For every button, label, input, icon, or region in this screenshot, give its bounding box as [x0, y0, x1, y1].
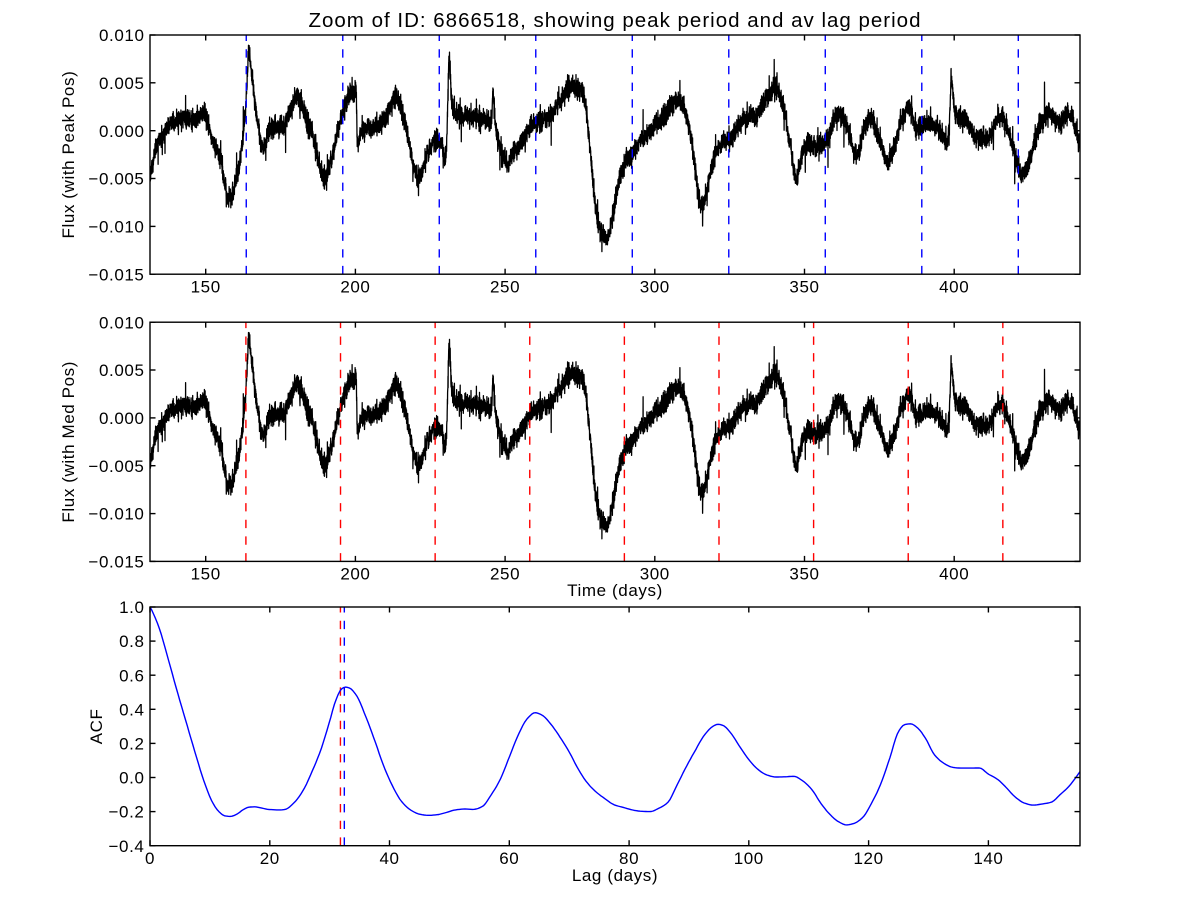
- svg-text:−0.005: −0.005: [88, 457, 144, 476]
- svg-text:200: 200: [340, 278, 370, 297]
- svg-text:40: 40: [379, 849, 399, 868]
- svg-text:300: 300: [640, 278, 670, 297]
- svg-text:150: 150: [191, 278, 221, 297]
- svg-text:−0.2: −0.2: [109, 803, 145, 822]
- svg-text:140: 140: [973, 849, 1003, 868]
- svg-text:0.0: 0.0: [119, 769, 144, 788]
- svg-text:0.005: 0.005: [99, 361, 145, 380]
- svg-text:Flux (with Peak Pos): Flux (with Peak Pos): [59, 71, 78, 239]
- svg-text:0.8: 0.8: [119, 632, 144, 651]
- svg-text:250: 250: [490, 565, 520, 584]
- svg-text:ACF: ACF: [87, 708, 106, 744]
- svg-text:−0.005: −0.005: [88, 170, 144, 189]
- svg-text:200: 200: [340, 565, 370, 584]
- svg-text:Zoom of ID: 6866518, showing p: Zoom of ID: 6866518, showing peak period…: [308, 9, 921, 32]
- svg-text:350: 350: [789, 565, 819, 584]
- svg-text:400: 400: [939, 278, 969, 297]
- svg-text:1.0: 1.0: [119, 598, 144, 617]
- svg-text:Time (days): Time (days): [567, 581, 663, 600]
- svg-text:0.000: 0.000: [99, 122, 145, 141]
- svg-text:0: 0: [145, 849, 155, 868]
- svg-text:0.000: 0.000: [99, 409, 145, 428]
- svg-text:Lag (days): Lag (days): [572, 866, 658, 885]
- svg-text:20: 20: [260, 849, 280, 868]
- svg-text:120: 120: [854, 849, 884, 868]
- svg-text:100: 100: [734, 849, 764, 868]
- svg-text:−0.015: −0.015: [88, 265, 144, 284]
- svg-text:60: 60: [499, 849, 519, 868]
- svg-text:0.010: 0.010: [99, 26, 145, 45]
- svg-text:−0.010: −0.010: [88, 505, 144, 524]
- svg-text:300: 300: [640, 565, 670, 584]
- svg-text:0.4: 0.4: [119, 700, 144, 719]
- svg-text:0.005: 0.005: [99, 74, 145, 93]
- svg-text:Flux (with Med Pos): Flux (with Med Pos): [59, 361, 78, 523]
- svg-text:150: 150: [191, 565, 221, 584]
- svg-text:0.2: 0.2: [119, 735, 144, 754]
- svg-text:80: 80: [619, 849, 639, 868]
- svg-text:−0.4: −0.4: [109, 837, 145, 856]
- svg-text:−0.010: −0.010: [88, 218, 144, 237]
- svg-text:−0.015: −0.015: [88, 553, 144, 572]
- svg-text:250: 250: [490, 278, 520, 297]
- svg-text:0.010: 0.010: [99, 313, 145, 332]
- svg-text:350: 350: [789, 278, 819, 297]
- svg-text:400: 400: [939, 565, 969, 584]
- svg-text:0.6: 0.6: [119, 666, 144, 685]
